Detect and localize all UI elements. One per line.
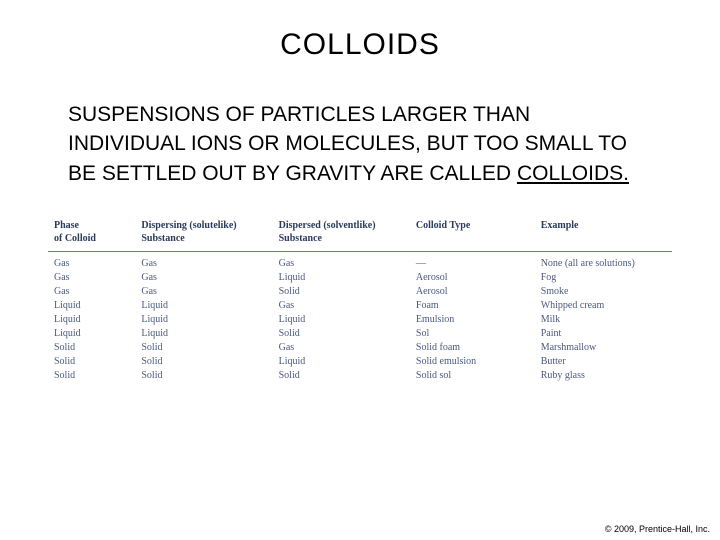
table-cell: Solid	[135, 341, 272, 355]
table-cell: Liquid	[48, 299, 135, 313]
table-cell: Gas	[48, 271, 135, 285]
table-cell: Solid	[273, 369, 410, 383]
table-cell: Liquid	[48, 313, 135, 327]
table-cell: Paint	[535, 327, 672, 341]
table-cell: Solid foam	[410, 341, 535, 355]
table-cell: Liquid	[48, 327, 135, 341]
table-cell: Emulsion	[410, 313, 535, 327]
table-header-row: Phaseof ColloidDispersing (solutelike)Su…	[48, 216, 672, 252]
table-cell: Liquid	[135, 299, 272, 313]
colloid-table: Phaseof ColloidDispersing (solutelike)Su…	[48, 216, 672, 383]
table-cell: Gas	[135, 285, 272, 299]
table-row: LiquidLiquidLiquidEmulsionMilk	[48, 313, 672, 327]
table-cell: —	[410, 252, 535, 271]
table-cell: Liquid	[273, 271, 410, 285]
table-header: Phaseof ColloidDispersing (solutelike)Su…	[48, 216, 672, 252]
table-cell: Aerosol	[410, 271, 535, 285]
table-cell: Gas	[48, 252, 135, 271]
table-cell: Fog	[535, 271, 672, 285]
table-body: GasGasGas—None (all are solutions)GasGas…	[48, 252, 672, 383]
table-cell: Solid emulsion	[410, 355, 535, 369]
table-row: SolidSolidGasSolid foamMarshmallow	[48, 341, 672, 355]
table-row: GasGasLiquidAerosolFog	[48, 271, 672, 285]
table-cell: Solid	[273, 285, 410, 299]
table-col-header: Phaseof Colloid	[48, 216, 135, 252]
table-cell: Whipped cream	[535, 299, 672, 313]
table-cell: None (all are solutions)	[535, 252, 672, 271]
table-cell: Solid	[48, 355, 135, 369]
table-row: LiquidLiquidGasFoamWhipped cream	[48, 299, 672, 313]
table-col-header: Dispersing (solutelike)Substance	[135, 216, 272, 252]
table-col-header: Example	[535, 216, 672, 252]
table-cell: Liquid	[273, 313, 410, 327]
table-row: GasGasGas—None (all are solutions)	[48, 252, 672, 271]
table-cell: Smoke	[535, 285, 672, 299]
table-cell: Solid	[48, 369, 135, 383]
table-cell: Gas	[273, 341, 410, 355]
table-row: LiquidLiquidSolidSolPaint	[48, 327, 672, 341]
table-cell: Gas	[135, 271, 272, 285]
table-cell: Ruby glass	[535, 369, 672, 383]
table-cell: Marshmallow	[535, 341, 672, 355]
table-cell: Gas	[273, 299, 410, 313]
table-cell: Gas	[273, 252, 410, 271]
table-col-header: Colloid Type	[410, 216, 535, 252]
definition-underlined: COLLOIDS.	[517, 162, 629, 185]
colloid-table-wrap: Phaseof ColloidDispersing (solutelike)Su…	[40, 210, 680, 393]
table-cell: Milk	[535, 313, 672, 327]
table-cell: Solid	[135, 369, 272, 383]
table-cell: Solid sol	[410, 369, 535, 383]
table-cell: Liquid	[273, 355, 410, 369]
table-col-header: Dispersed (solventlike)Substance	[273, 216, 410, 252]
copyright-text: © 2009, Prentice-Hall, Inc.	[605, 524, 710, 534]
table-row: SolidSolidLiquidSolid emulsionButter	[48, 355, 672, 369]
table-cell: Solid	[135, 355, 272, 369]
table-row: GasGasSolidAerosolSmoke	[48, 285, 672, 299]
table-cell: Foam	[410, 299, 535, 313]
table-cell: Butter	[535, 355, 672, 369]
definition-text: SUSPENSIONS OF PARTICLES LARGER THAN IND…	[68, 100, 652, 188]
table-cell: Aerosol	[410, 285, 535, 299]
page-title: COLLOIDS	[40, 28, 680, 62]
table-row: SolidSolidSolidSolid solRuby glass	[48, 369, 672, 383]
table-cell: Liquid	[135, 327, 272, 341]
table-cell: Gas	[135, 252, 272, 271]
slide: COLLOIDS SUSPENSIONS OF PARTICLES LARGER…	[0, 0, 720, 540]
table-cell: Solid	[48, 341, 135, 355]
table-cell: Liquid	[135, 313, 272, 327]
table-cell: Gas	[48, 285, 135, 299]
table-cell: Sol	[410, 327, 535, 341]
table-cell: Solid	[273, 327, 410, 341]
